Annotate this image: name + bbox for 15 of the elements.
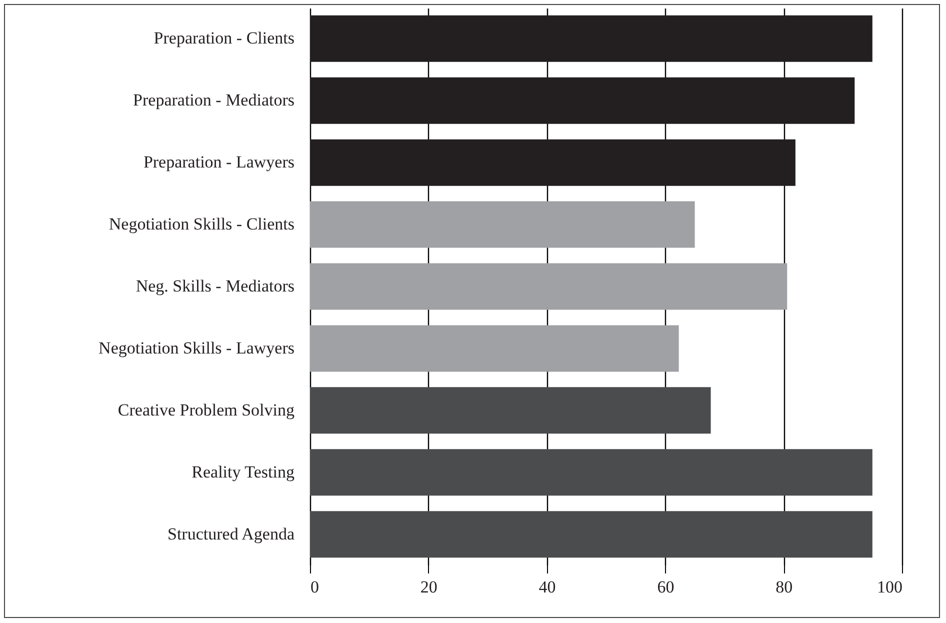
y-tick-label: Reality Testing [192,462,295,482]
y-tick-label: Structured Agenda [168,524,295,544]
y-tick-label: Preparation - Mediators [133,90,294,110]
y-tick-label: Neg. Skills - Mediators [136,276,294,296]
y-tick-label: Preparation - Clients [154,28,294,48]
y-tick-label: Negotiation Skills - Lawyers [98,338,294,358]
x-tick-label: 60 [657,578,674,596]
x-tick-label: 20 [420,578,438,596]
x-tick-label: 100 [877,578,902,596]
y-tick-label: Creative Problem Solving [118,400,295,420]
x-tick-label: 80 [776,578,793,596]
y-tick-label: Preparation - Lawyers [143,152,294,172]
y-tick-label: Negotiation Skills - Clients [108,214,294,234]
x-tick-label: 40 [538,578,556,596]
x-tick-label: 0 [310,578,319,596]
